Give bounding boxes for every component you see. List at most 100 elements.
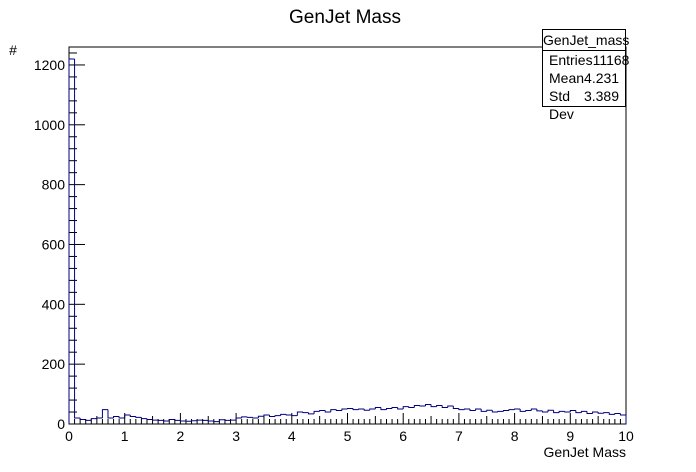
histogram-bin bbox=[525, 410, 532, 412]
histogram-bin bbox=[497, 410, 504, 413]
x-tick-label: 7 bbox=[455, 428, 463, 444]
histogram-bin bbox=[603, 412, 610, 414]
histogram-bin bbox=[352, 408, 359, 411]
histogram-bin bbox=[257, 415, 264, 419]
histogram-bin bbox=[235, 417, 242, 421]
histogram-bin bbox=[113, 416, 120, 419]
y-tick-label: 400 bbox=[42, 296, 66, 312]
histogram-bin bbox=[252, 417, 259, 419]
histogram-bin bbox=[207, 420, 214, 422]
histogram-bin bbox=[580, 410, 588, 413]
stats-value: 11168 bbox=[592, 52, 630, 68]
histogram-bin bbox=[508, 409, 515, 411]
histogram-bin bbox=[469, 409, 476, 412]
x-tick-label: 1 bbox=[121, 428, 129, 444]
histogram-bin bbox=[124, 414, 131, 419]
histogram-bin bbox=[619, 413, 626, 416]
stats-value: 3.389 bbox=[583, 88, 619, 104]
x-tick-label: 8 bbox=[511, 428, 519, 444]
histogram-bin bbox=[397, 407, 404, 410]
histogram-bin bbox=[447, 405, 454, 408]
histogram-bin bbox=[302, 412, 309, 414]
histogram-bin bbox=[519, 409, 526, 412]
histogram-bin bbox=[385, 407, 393, 410]
histogram-bin bbox=[196, 419, 203, 421]
histogram-bin bbox=[168, 419, 175, 422]
histogram-bin bbox=[246, 416, 253, 418]
y-tick-label: 1200 bbox=[34, 57, 65, 73]
histogram-bin bbox=[374, 407, 381, 410]
histogram-bin bbox=[514, 408, 521, 410]
histogram-bin bbox=[96, 417, 103, 419]
y-axis-label: # bbox=[9, 42, 17, 58]
histogram-bin bbox=[90, 418, 97, 421]
y-tick-label: 0 bbox=[57, 416, 65, 432]
histogram-bin bbox=[280, 413, 287, 416]
histogram-bin bbox=[285, 414, 292, 416]
stats-row-stddev: Std Dev 3.389 bbox=[543, 87, 625, 122]
histogram-bin bbox=[569, 410, 576, 413]
histogram-bin bbox=[218, 419, 225, 422]
histogram-bin bbox=[486, 409, 493, 412]
histogram-bin bbox=[107, 409, 114, 419]
histogram-bin bbox=[575, 410, 582, 414]
histogram-bin bbox=[369, 408, 376, 411]
x-tick-label: 6 bbox=[399, 428, 407, 444]
histogram-bin bbox=[380, 407, 387, 411]
histogram-bin bbox=[564, 411, 571, 413]
histogram-bin bbox=[140, 417, 147, 420]
histogram-bin bbox=[424, 404, 432, 407]
stats-box: GenJet_mass Entries 11168 Mean 4.231 Std… bbox=[542, 29, 629, 122]
x-axis-label: GenJet Mass bbox=[544, 444, 626, 460]
histogram-bin bbox=[592, 411, 599, 414]
histogram-bin bbox=[79, 418, 86, 421]
x-tick-label: 0 bbox=[65, 428, 73, 444]
histogram-bin bbox=[491, 410, 498, 413]
histogram-bin bbox=[101, 409, 108, 419]
stats-label: Std Dev bbox=[549, 88, 574, 122]
histogram-bin bbox=[191, 420, 198, 422]
histogram-bin bbox=[408, 406, 415, 409]
y-tick-label: 200 bbox=[42, 356, 66, 372]
histogram-bin bbox=[436, 404, 443, 407]
histogram-bin bbox=[269, 415, 276, 418]
histogram-bin bbox=[541, 410, 549, 413]
histogram-bin bbox=[475, 408, 482, 411]
histogram-bin bbox=[118, 416, 125, 419]
histogram-bin bbox=[463, 408, 471, 410]
histogram-bin bbox=[135, 416, 142, 418]
histogram-bin bbox=[174, 419, 181, 421]
y-tick-label: 1000 bbox=[34, 117, 65, 133]
histogram-bin bbox=[358, 408, 365, 410]
histogram-bin bbox=[341, 408, 348, 411]
histogram-bin bbox=[536, 409, 543, 412]
histogram-bin bbox=[319, 410, 326, 412]
x-tick-label: 4 bbox=[288, 428, 296, 444]
histogram-bin bbox=[553, 410, 560, 414]
y-tick-label: 800 bbox=[42, 177, 66, 193]
stats-row-entries: Entries 11168 bbox=[543, 51, 629, 69]
histogram-bin bbox=[313, 410, 320, 414]
histogram-bin bbox=[530, 408, 537, 411]
histogram-bin bbox=[614, 413, 621, 415]
histogram-bin bbox=[586, 411, 593, 415]
histogram-bin bbox=[263, 414, 270, 417]
stats-label: Mean bbox=[549, 70, 585, 86]
histogram-bin bbox=[179, 420, 186, 422]
y-tick-label: 600 bbox=[42, 236, 66, 252]
histogram-bin bbox=[597, 412, 604, 414]
histogram-bin bbox=[363, 409, 370, 411]
stats-title: GenJet_mass bbox=[543, 30, 629, 51]
x-tick-label: 3 bbox=[232, 428, 240, 444]
histogram-bin bbox=[558, 410, 565, 413]
histogram-bin bbox=[296, 411, 303, 416]
x-tick-label: 9 bbox=[566, 428, 574, 444]
histogram-bin bbox=[129, 415, 136, 418]
histogram-bin bbox=[308, 412, 315, 415]
histogram-bin bbox=[274, 415, 281, 417]
histogram-bin bbox=[224, 419, 231, 421]
histogram-bin bbox=[547, 409, 554, 413]
histogram-bin bbox=[152, 419, 159, 421]
x-tick-label: 10 bbox=[618, 428, 634, 444]
